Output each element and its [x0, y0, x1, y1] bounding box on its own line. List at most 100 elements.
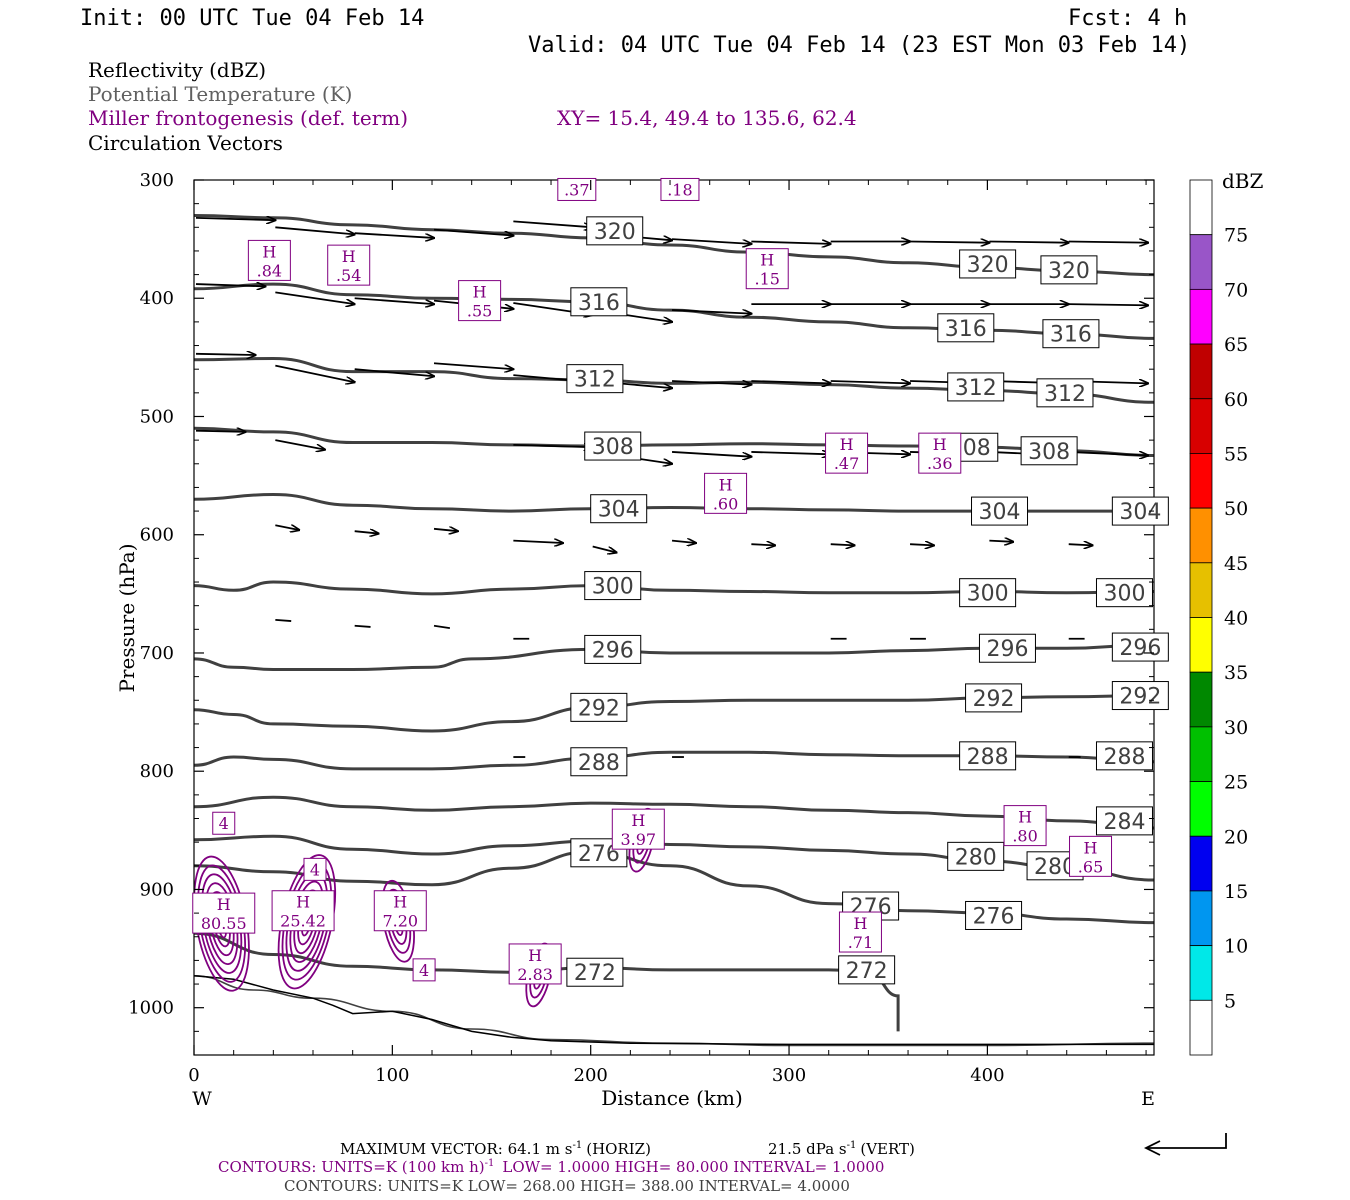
circulation-vector [1068, 544, 1093, 545]
frontogenesis-max-box [918, 432, 962, 474]
frontogenesis-max-box [192, 892, 256, 934]
theta-label: 316 [578, 291, 620, 316]
frontogenesis-max-value: .84 [257, 261, 282, 280]
frontogenesis-max-letter: H [473, 283, 487, 302]
circulation-vector [513, 220, 592, 227]
circulation-vector [433, 362, 513, 369]
colorbar-level: 35 [1224, 662, 1248, 684]
circulation-vector [195, 354, 256, 355]
theta-label: 316 [945, 317, 987, 342]
frontogenesis-max-letter: H [631, 811, 645, 830]
circulation-vector [275, 226, 354, 234]
frontogenesis-max-letter: H [393, 893, 407, 912]
frontogenesis-max-letter: H [719, 475, 733, 494]
colorbar-level: 50 [1224, 498, 1248, 520]
frontogenesis-max-value: 25.42 [280, 912, 326, 931]
frontogenesis-label: .18 [667, 180, 692, 199]
theta-label-box [947, 841, 1005, 871]
circulation-vector [275, 618, 292, 622]
dbz-colorbar: 5 10 15 20 25 30 35 40 45 50 55 60 65 70 75 [1189, 179, 1248, 1056]
frontogenesis-label-box [212, 811, 236, 835]
theta-label-box [570, 287, 628, 317]
theta-label-box [1111, 681, 1169, 711]
circulation-vector [275, 291, 354, 304]
frontogenesis-max-box [458, 280, 502, 322]
theta-label-box [978, 633, 1036, 663]
frontogenesis-max-letter: H [296, 893, 310, 912]
axes-layer: 0 100 200 300 400 300 400 500 600 700 800 900 1000 [128, 170, 1154, 1086]
x-axis-title: Distance (km) [601, 1086, 743, 1110]
frontogenesis-max-value: 2.83 [517, 965, 553, 984]
theta-contour-316 [194, 282, 1154, 340]
frontogenesis-max-value: 80.55 [201, 914, 247, 933]
theta-label-box [570, 747, 628, 777]
theta-label-box [566, 364, 624, 394]
west-label: W [192, 1088, 212, 1110]
circulation-vector [1068, 451, 1148, 456]
circulation-vector [830, 544, 855, 545]
fronto-contours-exponent: -1 [485, 1158, 495, 1169]
y-tick-label: 900 [140, 879, 174, 900]
frontogenesis-max-value: .15 [754, 270, 779, 289]
theta-label-box [566, 957, 624, 987]
circulation-vector [671, 541, 696, 543]
x-tick-label: 400 [970, 1065, 1004, 1086]
reflectivity-legend: Reflectivity (dBZ) [88, 58, 266, 82]
colorbar-swatch [1189, 507, 1213, 564]
theta-label: 272 [574, 961, 616, 986]
circulation-vector [671, 451, 751, 457]
frontogenesis-label: 4 [310, 860, 320, 879]
frontogenesis-max-letter: H [342, 247, 356, 266]
frontogenesis-label: 4 [219, 814, 229, 833]
frontogenesis-max-value: .36 [927, 454, 952, 473]
colorbar-swatch [1189, 562, 1213, 618]
theta-label-box [1111, 632, 1169, 662]
footer: MAXIMUM VECTOR: 64.1 m s-1 (HORIZ) 21.5 d… [218, 1133, 1227, 1195]
max-vector-label: MAXIMUM VECTOR: 64.1 m s [340, 1140, 572, 1158]
theta-contour-268 [194, 975, 1154, 1047]
theta-contours-text: CONTOURS: UNITS=K LOW= 268.00 HIGH= 388.… [284, 1177, 850, 1195]
theta-label: 320 [1048, 259, 1090, 284]
y-tick-label: 600 [140, 525, 174, 546]
circulation-vector [751, 241, 830, 243]
theta-label: 308 [592, 435, 634, 460]
frontogenesis-max-value: .60 [713, 494, 738, 513]
circulation-vector [433, 228, 513, 236]
theta-label: 300 [592, 575, 634, 600]
frontogenesis-max-letter: H [853, 914, 867, 933]
forecast-hour-label: Fcst: 4 h [1068, 6, 1187, 31]
frontogenesis-max-box [1069, 835, 1113, 877]
theta-label-box [570, 692, 628, 722]
fronto-contours-text: CONTOURS: UNITS=K (100 km h)-1 LOW= 1.000… [218, 1158, 884, 1176]
frontogenesis-max-letter: H [1084, 838, 1098, 857]
frontogenesis-max-letter: H [840, 435, 854, 454]
frontogenesis-max-value: .54 [336, 266, 361, 285]
colorbar-level: 55 [1224, 443, 1248, 465]
colorbar-swatch [1189, 453, 1213, 509]
frontogenesis-max-value: .71 [848, 933, 873, 952]
vert-label: (VERT) [860, 1140, 915, 1158]
frontogenesis-max-box [838, 911, 882, 953]
frontogenesis-max-value: .55 [467, 302, 492, 321]
y-tick-label: 800 [140, 761, 174, 782]
colorbar-level: 5 [1224, 990, 1236, 1012]
circulation-vector [592, 545, 617, 553]
terrain-line [194, 975, 1154, 1046]
theta-label-box [1036, 378, 1094, 408]
colorbar-level: 30 [1224, 717, 1248, 739]
theta-label-box [1095, 806, 1153, 836]
circulation-vector [989, 241, 1068, 242]
frontogenesis-max-letter: H [760, 251, 774, 270]
circulation-vector [671, 309, 751, 314]
theta-label-box [1095, 741, 1153, 771]
theta-label-box [959, 249, 1017, 279]
theta-label-box [586, 216, 644, 246]
colorbar-level: 25 [1224, 772, 1248, 794]
colorbar-swatch [1189, 288, 1213, 345]
theta-label: 308 [1028, 440, 1070, 465]
colorbar-level: 20 [1224, 826, 1248, 848]
circulation-vector [671, 238, 751, 244]
frontogenesis-max-value: .47 [834, 454, 859, 473]
